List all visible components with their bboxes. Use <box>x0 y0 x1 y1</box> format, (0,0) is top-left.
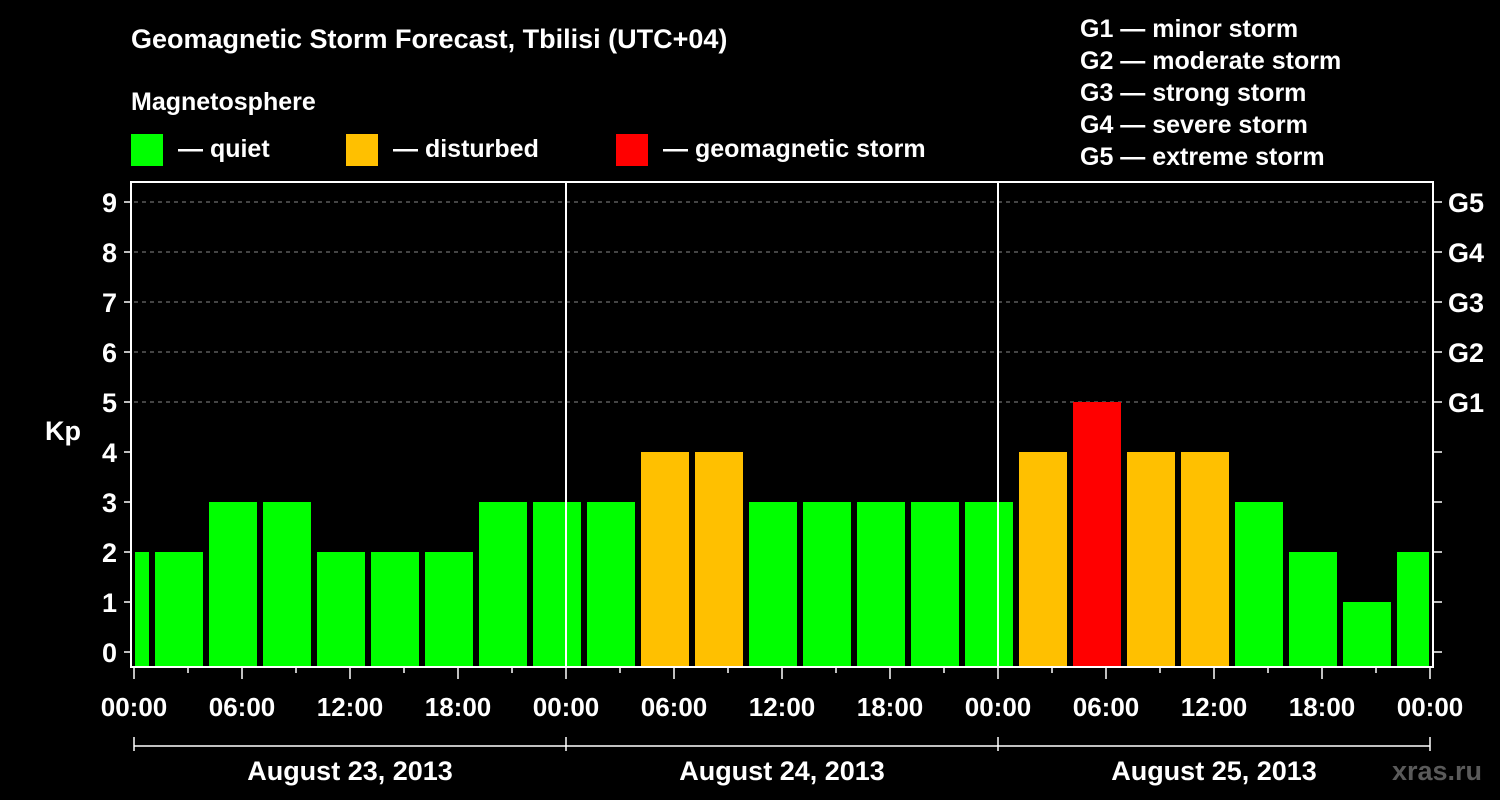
watermark: xras.ru <box>1392 756 1482 786</box>
storm-level-item: G1 — minor storm <box>1080 15 1298 43</box>
x-tick-label: 18:00 <box>1289 692 1356 722</box>
x-tick-label: 00:00 <box>965 692 1032 722</box>
bar <box>641 452 689 667</box>
x-axis: 00:00 06:00 12:00 18:00 00:00 06:00 12:00 18:00… <box>101 667 1464 722</box>
y-tick-label: 2 <box>102 538 117 568</box>
bar <box>209 502 257 667</box>
g-scale-label: G1 <box>1448 388 1484 418</box>
g-scale-label: G4 <box>1448 238 1484 268</box>
x-tick-label: 00:00 <box>533 692 600 722</box>
y-tick-label: 3 <box>102 488 117 518</box>
bar <box>1019 452 1067 667</box>
x-tick-label: 12:00 <box>749 692 816 722</box>
storm-level-list: G1 — minor storm G2 — moderate storm G3 — … <box>1080 15 1341 171</box>
y-tick-label: 0 <box>102 638 117 668</box>
g-scale-label: G5 <box>1448 188 1484 218</box>
y-tick-label: 6 <box>102 338 117 368</box>
x-tick-label: 06:00 <box>209 692 276 722</box>
bar <box>371 552 419 667</box>
day-label: August 24, 2013 <box>679 756 885 786</box>
x-tick-label: 18:00 <box>857 692 924 722</box>
day-label: August 25, 2013 <box>1111 756 1317 786</box>
legend-swatch <box>346 134 378 166</box>
x-tick-label: 06:00 <box>1073 692 1140 722</box>
y-tick-label: 8 <box>102 238 117 268</box>
x-tick-label: 12:00 <box>317 692 384 722</box>
y-axis-label: Kp <box>45 416 81 446</box>
legend-label: — disturbed <box>393 135 539 163</box>
bar <box>1397 552 1429 667</box>
bar <box>1127 452 1175 667</box>
bar <box>965 502 1013 667</box>
bar <box>135 552 149 667</box>
bar <box>479 502 527 667</box>
bar <box>749 502 797 667</box>
y-tick-label: 1 <box>102 588 117 618</box>
g-scale-label: G3 <box>1448 288 1484 318</box>
bar <box>857 502 905 667</box>
storm-level-item: G5 — extreme storm <box>1080 143 1325 171</box>
bars <box>135 402 1429 667</box>
bar <box>1343 602 1391 667</box>
x-tick-label: 18:00 <box>425 692 492 722</box>
chart-title: Geomagnetic Storm Forecast, Tbilisi (UTC… <box>131 24 727 54</box>
legend: — quiet — disturbed — geomagnetic storm <box>131 134 926 166</box>
x-tick-label: 06:00 <box>641 692 708 722</box>
day-axis: August 23, 2013 August 24, 2013 August 25,… <box>133 737 1431 786</box>
day-label: August 23, 2013 <box>247 756 453 786</box>
bar <box>425 552 473 667</box>
y-axis: 0 1 2 3 4 5 6 7 8 9 <box>102 188 132 668</box>
y-tick-label: 9 <box>102 188 117 218</box>
y-tick-label: 7 <box>102 288 117 318</box>
legend-swatch <box>616 134 648 166</box>
legend-label: — quiet <box>178 135 270 163</box>
legend-swatch <box>131 134 163 166</box>
y-tick-label: 5 <box>102 388 117 418</box>
bar <box>1235 502 1283 667</box>
bar <box>1073 402 1121 667</box>
chart-subtitle: Magnetosphere <box>131 88 316 116</box>
x-tick-label: 00:00 <box>101 692 168 722</box>
bar <box>1181 452 1229 667</box>
g-scale-label: G2 <box>1448 338 1484 368</box>
bar <box>533 502 581 667</box>
bar <box>263 502 311 667</box>
bar <box>911 502 959 667</box>
x-tick-label: 00:00 <box>1397 692 1464 722</box>
y-tick-label: 4 <box>102 438 117 468</box>
bar <box>1289 552 1337 667</box>
bar <box>317 552 365 667</box>
x-tick-label: 12:00 <box>1181 692 1248 722</box>
grid-lines <box>134 201 1430 403</box>
bar <box>695 452 743 667</box>
storm-level-item: G3 — strong storm <box>1080 79 1306 107</box>
bar <box>803 502 851 667</box>
bar <box>155 552 203 667</box>
storm-level-item: G2 — moderate storm <box>1080 47 1341 75</box>
legend-label: — geomagnetic storm <box>663 135 926 163</box>
right-axis: G1 G2 G3 G4 G5 <box>1432 188 1484 653</box>
storm-level-item: G4 — severe storm <box>1080 111 1308 139</box>
bar <box>587 502 635 667</box>
